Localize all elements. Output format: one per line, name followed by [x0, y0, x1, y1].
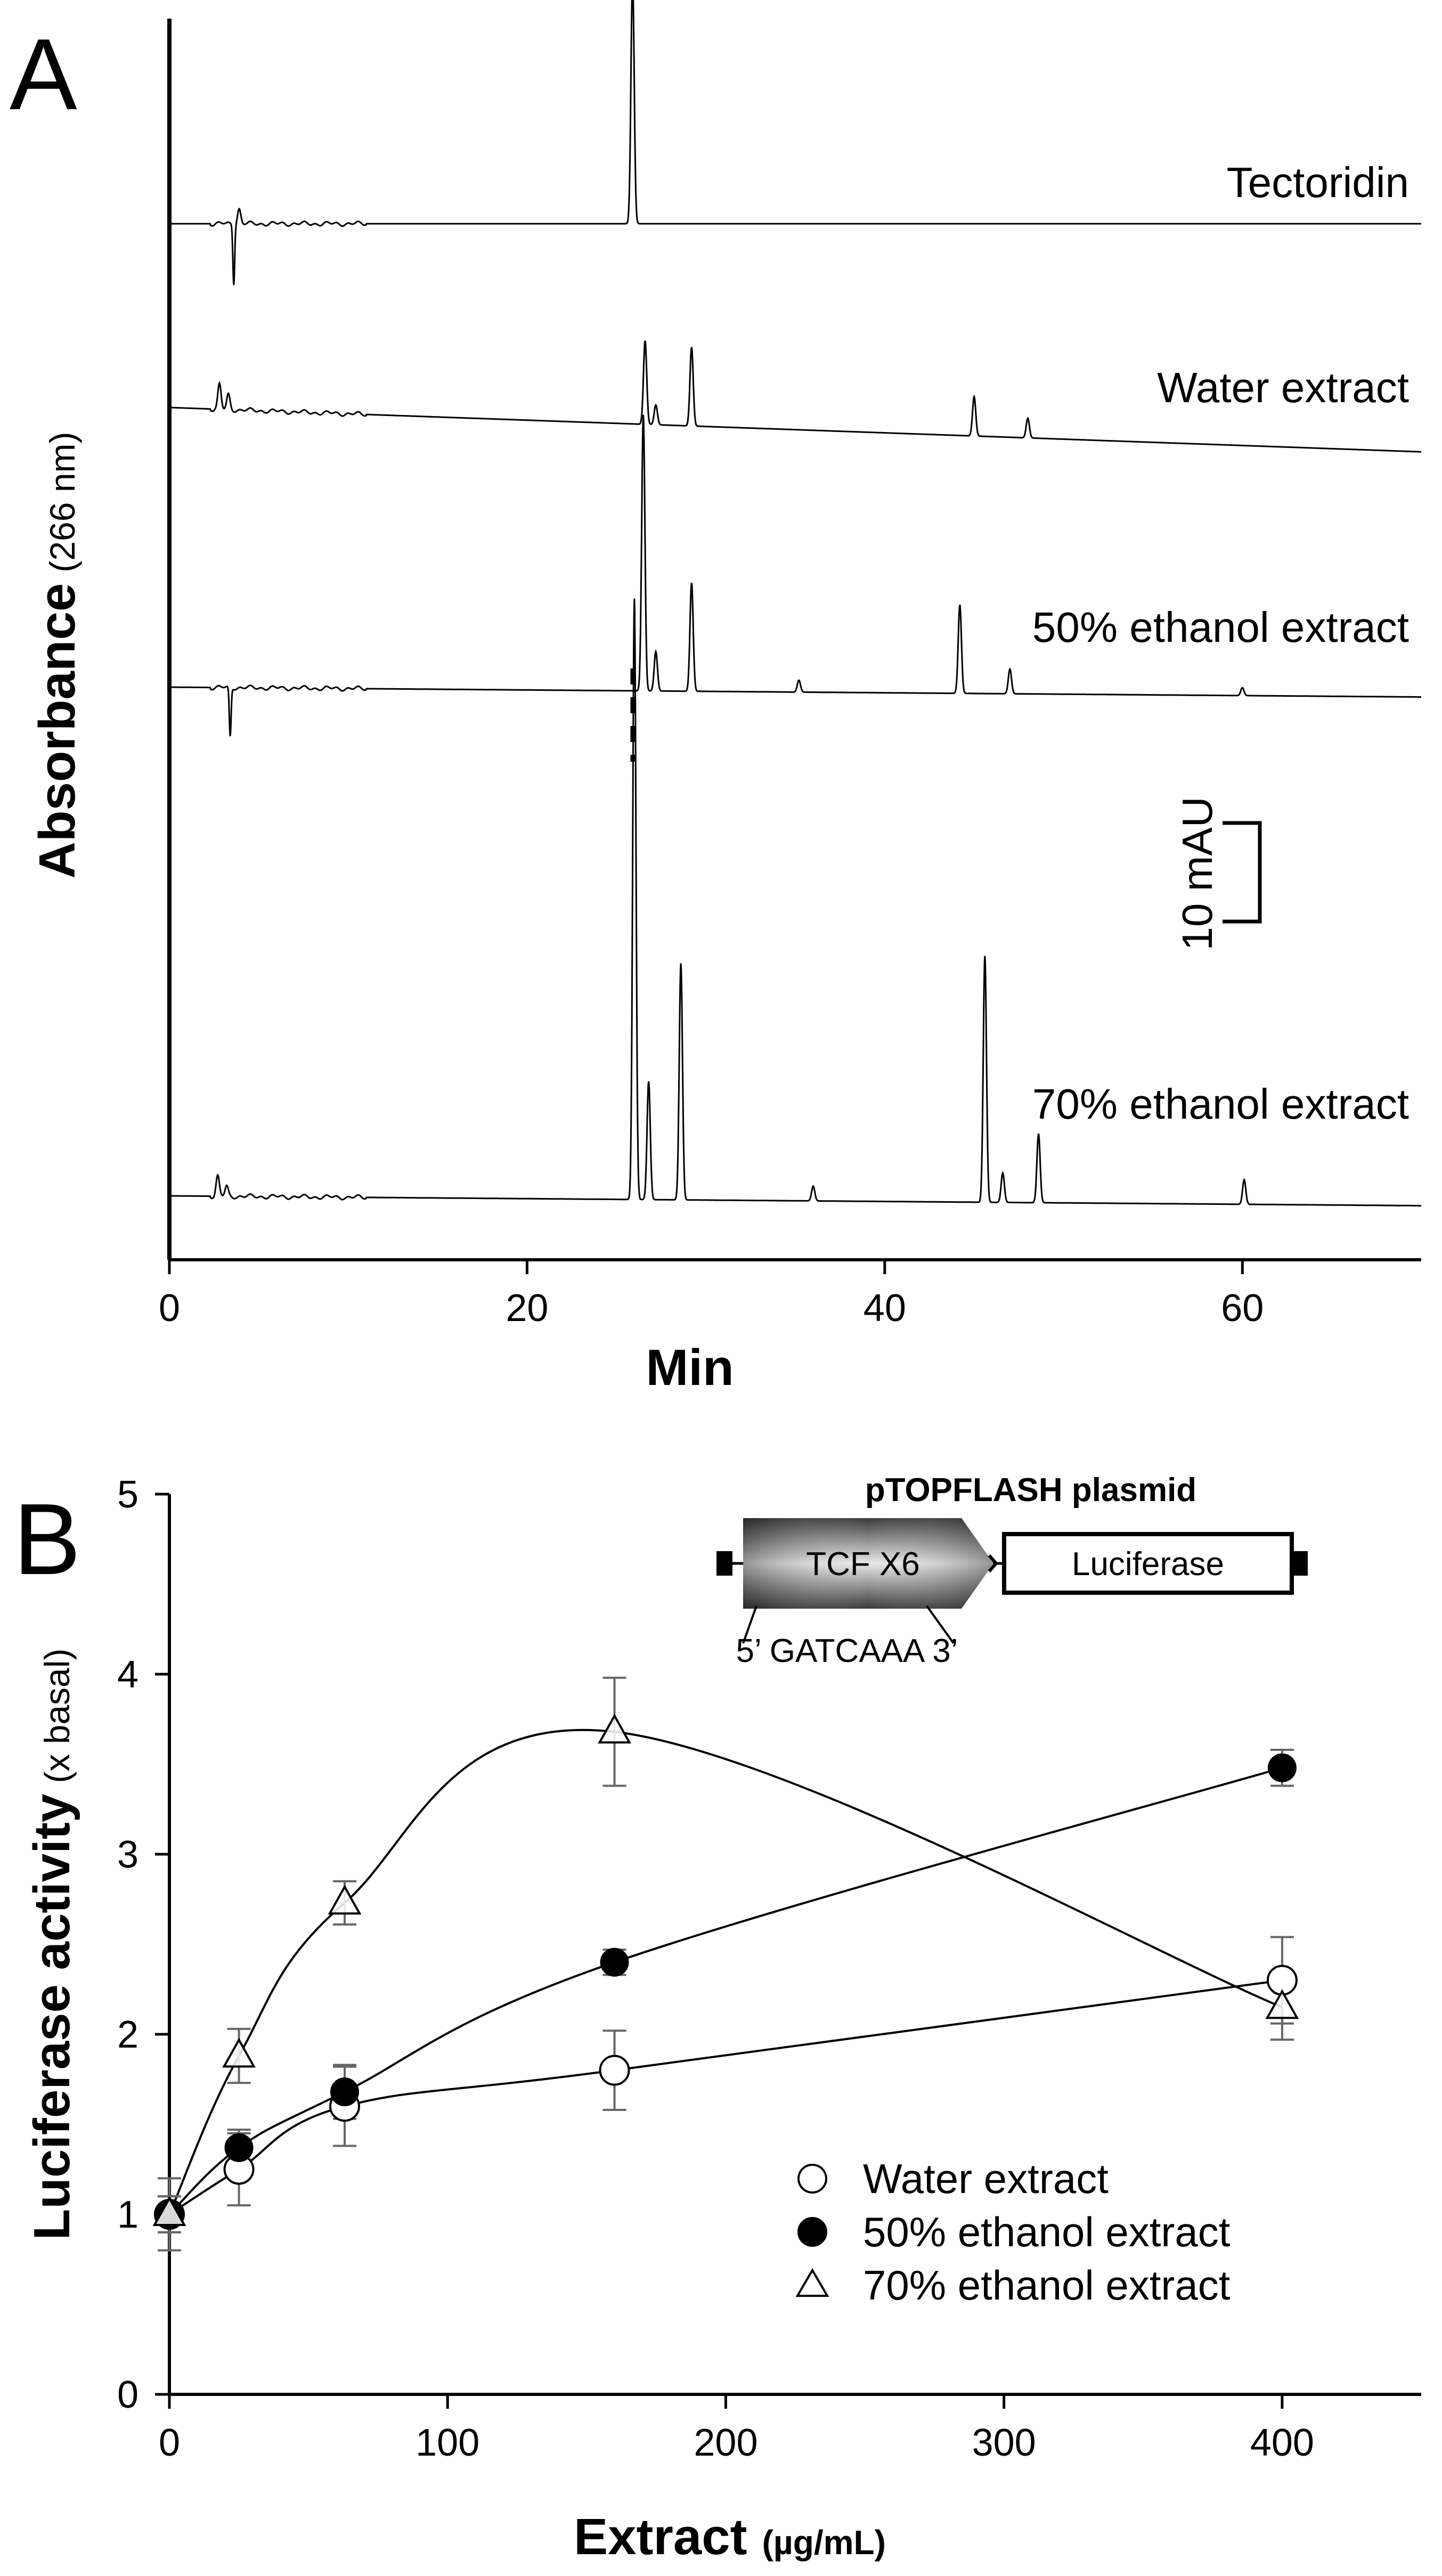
sequence-pointer-right	[926, 1605, 955, 1644]
legend-marker-water	[797, 2164, 827, 2194]
legend-label-50-ethanol: 50% ethanol extract	[863, 2208, 1231, 2255]
panel-a-x-tick-label: 0	[159, 1287, 180, 1330]
promoter-arrow	[988, 1554, 998, 1572]
fit-curve-70-ethanol-extract	[168, 1729, 1283, 2215]
scale-bar-label: 10 mAU	[1174, 797, 1221, 951]
panel-b-y-ticks: 0 1 2 3 4 5	[117, 1473, 169, 2416]
marker-70-ethanol-extract	[328, 1885, 362, 1915]
panel-b-markers	[152, 1714, 1299, 2230]
panel-b-x-tick-label: 400	[1250, 2422, 1314, 2464]
trace-label-tectoridin: Tectoridin	[1227, 159, 1409, 206]
panel-b-y-tick-label: 4	[117, 1653, 139, 1696]
trace-water-extract	[169, 340, 1422, 453]
marker-water-extract	[599, 2055, 630, 2086]
panel-b-error-bars	[158, 1676, 1294, 2252]
trace-tectoridin	[169, 0, 1421, 286]
panel-a-x-ticks: 0 20 40 60	[159, 1260, 1264, 1330]
panel-a-x-tick-label: 20	[506, 1287, 548, 1330]
legend: Water extract 50% ethanol extract 70% et…	[795, 2155, 1231, 2309]
sequence-pointer-left	[742, 1605, 757, 1644]
marker-50-ethanol-extract	[330, 2077, 359, 2107]
plasmid-end-right	[1292, 1551, 1308, 1576]
panel-b-letter: B	[13, 1483, 81, 1596]
panel-b-x-tick-label: 200	[694, 2422, 757, 2464]
legend-label-70-ethanol: 70% ethanol extract	[863, 2262, 1231, 2309]
marker-70-ethanol-extract	[1265, 1989, 1299, 2019]
inset-title: pTOPFLASH plasmid	[865, 1472, 1196, 1509]
panel-b-fit-curves	[168, 1729, 1283, 2215]
tcf-sequence-label: 5’ GATCAAA 3’	[736, 1633, 958, 1669]
marker-70-ethanol-extract	[152, 2196, 186, 2226]
marker-70-ethanol-extract	[222, 2037, 256, 2068]
trace-70-ethanol-extract	[169, 598, 1421, 1207]
plasmid-inset: pTOPFLASH plasmid TCF X6 Luciferase 5’ G…	[716, 1472, 1308, 1669]
panel-b-x-tick-label: 0	[159, 2422, 180, 2464]
panel-a-x-tick-label: 60	[1221, 1287, 1264, 1330]
marker-70-ethanol-extract	[598, 1714, 631, 1744]
panel-b-x-tick-label: 100	[416, 2422, 479, 2464]
trace-label-50-ethanol: 50% ethanol extract	[1032, 604, 1409, 651]
panel-b-y-tick-label: 1	[117, 2194, 139, 2236]
panel-b-luciferase-chart: B 0 1 2 3 4 5 0 100 200 300 400 Luciferase activi…	[13, 1472, 1421, 2565]
fit-curve-50-ethanol-extract	[168, 1766, 1283, 2215]
trace-label-water-extract: Water extract	[1157, 364, 1409, 411]
panel-a-letter: A	[10, 18, 77, 131]
trace-label-70-ethanol: 70% ethanol extract	[1032, 1080, 1409, 1128]
marker-50-ethanol-extract	[1267, 1753, 1297, 1782]
panel-b-y-tick-label: 3	[117, 1833, 139, 1876]
legend-label-water: Water extract	[863, 2155, 1109, 2202]
marker-50-ethanol-extract	[224, 2133, 254, 2162]
marker-50-ethanol-extract	[600, 1947, 629, 1977]
panel-b-y-tick-label: 5	[117, 1473, 139, 1516]
panel-b-x-axis-title: Extract (µg/mL)	[574, 2508, 886, 2565]
legend-marker-70-ethanol	[795, 2268, 829, 2297]
panel-b-y-tick-label: 2	[117, 2013, 139, 2056]
panel-a-traces	[169, 0, 1422, 1207]
scale-bar: 10 mAU	[1174, 797, 1262, 951]
plasmid-end-left	[716, 1551, 732, 1576]
legend-marker-50-ethanol	[797, 2217, 827, 2247]
panel-a-x-tick-label: 40	[863, 1287, 906, 1330]
panel-a-x-axis-title: Min	[646, 1339, 734, 1396]
panel-a-chromatogram: A 0 20 40 60 Tectoridin Water extract 50% e…	[10, 0, 1422, 1396]
panel-b-x-tick-label: 300	[972, 2422, 1036, 2464]
panel-a-y-axis-title: Absorbance(266 nm)	[29, 432, 86, 879]
panel-b-x-ticks: 0 100 200 300 400	[159, 2394, 1314, 2464]
trace-50-ethanol-extract	[169, 414, 1421, 737]
luciferase-box	[1002, 1532, 1294, 1595]
tcf-element-label: TCF X6	[806, 1546, 920, 1583]
panel-b-y-axis-title: Luciferase activity(x basal)	[23, 1649, 80, 2240]
panel-b-y-tick-label: 0	[117, 2374, 139, 2416]
luciferase-box-label: Luciferase	[1072, 1546, 1224, 1583]
